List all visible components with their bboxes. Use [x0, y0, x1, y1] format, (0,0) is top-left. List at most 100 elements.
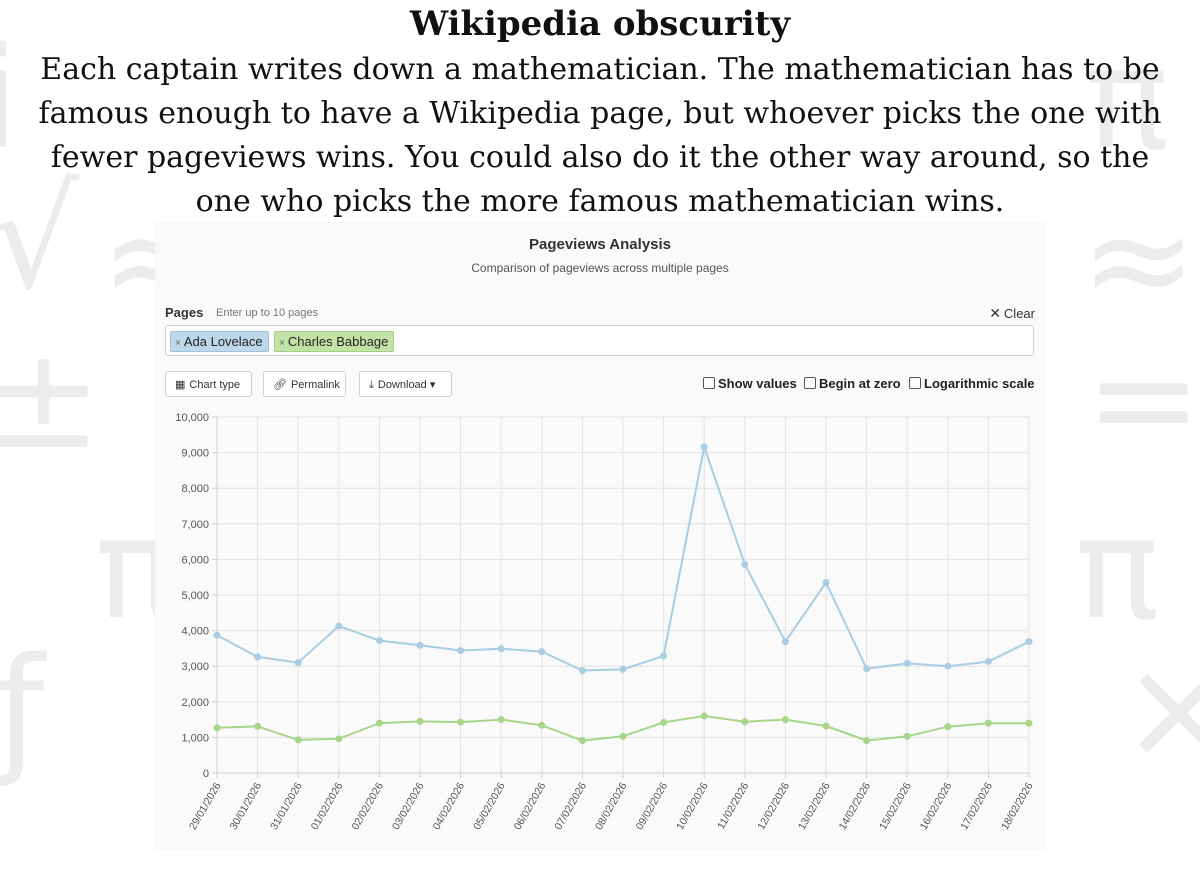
data-point-ada-lovelace — [619, 665, 627, 673]
x-tick-label: 08/02/2026 — [593, 780, 630, 832]
permalink-label: Permalink — [290, 379, 340, 391]
data-point-charles-babbage — [903, 732, 911, 740]
data-point-ada-lovelace — [335, 622, 343, 630]
x-tick-label: 29/01/2026 — [187, 780, 224, 832]
y-tick-label: 2,000 — [181, 697, 209, 709]
data-point-ada-lovelace — [863, 665, 871, 673]
data-point-charles-babbage — [863, 737, 871, 745]
remove-chip-icon[interactable]: × — [279, 338, 285, 349]
pages-input[interactable]: × Ada Lovelace × Charles Babbage — [165, 325, 1034, 356]
show-values-label: Show values — [718, 376, 797, 391]
data-point-ada-lovelace — [578, 666, 586, 674]
y-tick-label: 6,000 — [181, 554, 209, 566]
caret-down-icon: ▾ — [429, 379, 436, 391]
y-tick-label: 10,000 — [175, 412, 209, 424]
grid-icon: ▦ — [175, 379, 186, 391]
remove-chip-icon[interactable]: × — [175, 338, 181, 349]
data-point-charles-babbage — [700, 712, 708, 720]
x-tick-label: 12/02/2026 — [755, 780, 792, 832]
close-icon: ✕ — [989, 305, 1001, 321]
y-tick-label: 4,000 — [181, 626, 209, 638]
x-tick-label: 05/02/2026 — [471, 780, 508, 832]
data-point-ada-lovelace — [822, 579, 830, 587]
x-tick-label: 31/01/2026 — [268, 780, 305, 832]
data-point-charles-babbage — [254, 722, 262, 730]
y-tick-label: 5,000 — [181, 590, 209, 602]
checkbox-icon — [909, 377, 921, 389]
y-tick-label: 1,000 — [181, 732, 209, 744]
data-point-charles-babbage — [619, 732, 627, 740]
panel-subtitle: Comparison of pageviews across multiple … — [471, 261, 729, 275]
data-point-ada-lovelace — [254, 653, 262, 661]
x-tick-label: 11/02/2026 — [715, 780, 751, 831]
y-tick-label: 7,000 — [181, 519, 209, 531]
x-tick-label: 01/02/2026 — [309, 780, 346, 832]
checkbox-icon — [703, 377, 715, 389]
begin-at-zero-checkbox[interactable]: Begin at zero — [804, 376, 901, 391]
log-scale-checkbox[interactable]: Logarithmic scale — [909, 376, 1035, 391]
data-point-ada-lovelace — [375, 637, 383, 645]
data-point-charles-babbage — [375, 719, 383, 727]
page-chip-ada-lovelace: × Ada Lovelace — [170, 331, 269, 352]
page-chip-label: Charles Babbage — [287, 334, 389, 349]
download-icon: ⤓ — [369, 379, 374, 391]
data-point-ada-lovelace — [1025, 638, 1033, 646]
log-scale-label: Logarithmic scale — [924, 376, 1035, 391]
clear-button[interactable]: ✕ Clear — [989, 305, 1035, 322]
data-point-ada-lovelace — [944, 662, 952, 670]
data-point-ada-lovelace — [660, 652, 668, 660]
data-point-charles-babbage — [497, 716, 505, 724]
pages-label: Pages — [165, 305, 204, 320]
x-tick-label: 30/01/2026 — [228, 780, 265, 832]
data-point-charles-babbage — [1025, 719, 1033, 727]
permalink-button[interactable]: 🔗︎ Permalink — [263, 371, 346, 397]
link-icon: 🔗︎ — [273, 379, 287, 391]
data-point-charles-babbage — [213, 724, 221, 732]
x-tick-label: 17/02/2026 — [958, 780, 995, 832]
data-point-charles-babbage — [335, 735, 343, 743]
x-tick-label: 06/02/2026 — [512, 780, 549, 832]
data-point-charles-babbage — [294, 736, 302, 744]
slide-description: Each captain writes down a mathematician… — [38, 52, 1162, 219]
data-point-ada-lovelace — [700, 443, 708, 451]
slide-title: Wikipedia obscurity — [409, 4, 791, 44]
download-button[interactable]: ⤓ Download ▾ — [359, 371, 452, 397]
data-point-charles-babbage — [538, 721, 546, 729]
chart-type-label: Chart type — [189, 379, 241, 391]
data-point-ada-lovelace — [903, 659, 911, 667]
data-point-charles-babbage — [984, 719, 992, 727]
y-tick-label: 0 — [203, 768, 209, 780]
data-point-charles-babbage — [578, 737, 586, 745]
pages-hint: Enter up to 10 pages — [216, 307, 319, 319]
slide-header: Wikipedia obscurity Each captain writes … — [0, 0, 1200, 224]
show-values-checkbox[interactable]: Show values — [703, 376, 797, 391]
pageviews-line-chart: 0 1,000 2,000 3,000 4,000 5,000 6,000 7,000 8,00… — [175, 412, 1036, 832]
data-point-ada-lovelace — [741, 560, 749, 568]
x-tick-label: 14/02/2026 — [837, 780, 874, 832]
data-point-charles-babbage — [660, 718, 668, 726]
x-tick-label: 13/02/2026 — [796, 780, 833, 832]
download-label: Download — [377, 379, 427, 391]
data-point-charles-babbage — [741, 718, 749, 726]
data-point-ada-lovelace — [984, 658, 992, 666]
data-point-charles-babbage — [416, 717, 424, 725]
x-tick-label: 18/02/2026 — [999, 780, 1036, 832]
x-tick-label: 10/02/2026 — [674, 780, 711, 832]
x-tick-label: 09/02/2026 — [634, 780, 671, 832]
data-point-ada-lovelace — [213, 631, 221, 639]
y-tick-label: 3,000 — [181, 661, 209, 673]
panel-title: Pageviews Analysis — [528, 236, 672, 253]
x-tick-label: 02/02/2026 — [349, 780, 386, 832]
begin-at-zero-label: Begin at zero — [819, 376, 901, 391]
data-point-charles-babbage — [944, 723, 952, 731]
data-point-charles-babbage — [781, 716, 789, 724]
data-point-ada-lovelace — [294, 659, 302, 667]
chart-type-button[interactable]: ▦ Chart type — [165, 371, 252, 397]
x-tick-label: 15/02/2026 — [877, 780, 914, 832]
data-point-ada-lovelace — [781, 638, 789, 646]
data-point-ada-lovelace — [538, 648, 546, 656]
data-point-ada-lovelace — [497, 645, 505, 653]
x-tick-label: 04/02/2026 — [431, 780, 468, 832]
data-point-ada-lovelace — [457, 647, 465, 655]
x-tick-label: 16/02/2026 — [918, 780, 955, 832]
